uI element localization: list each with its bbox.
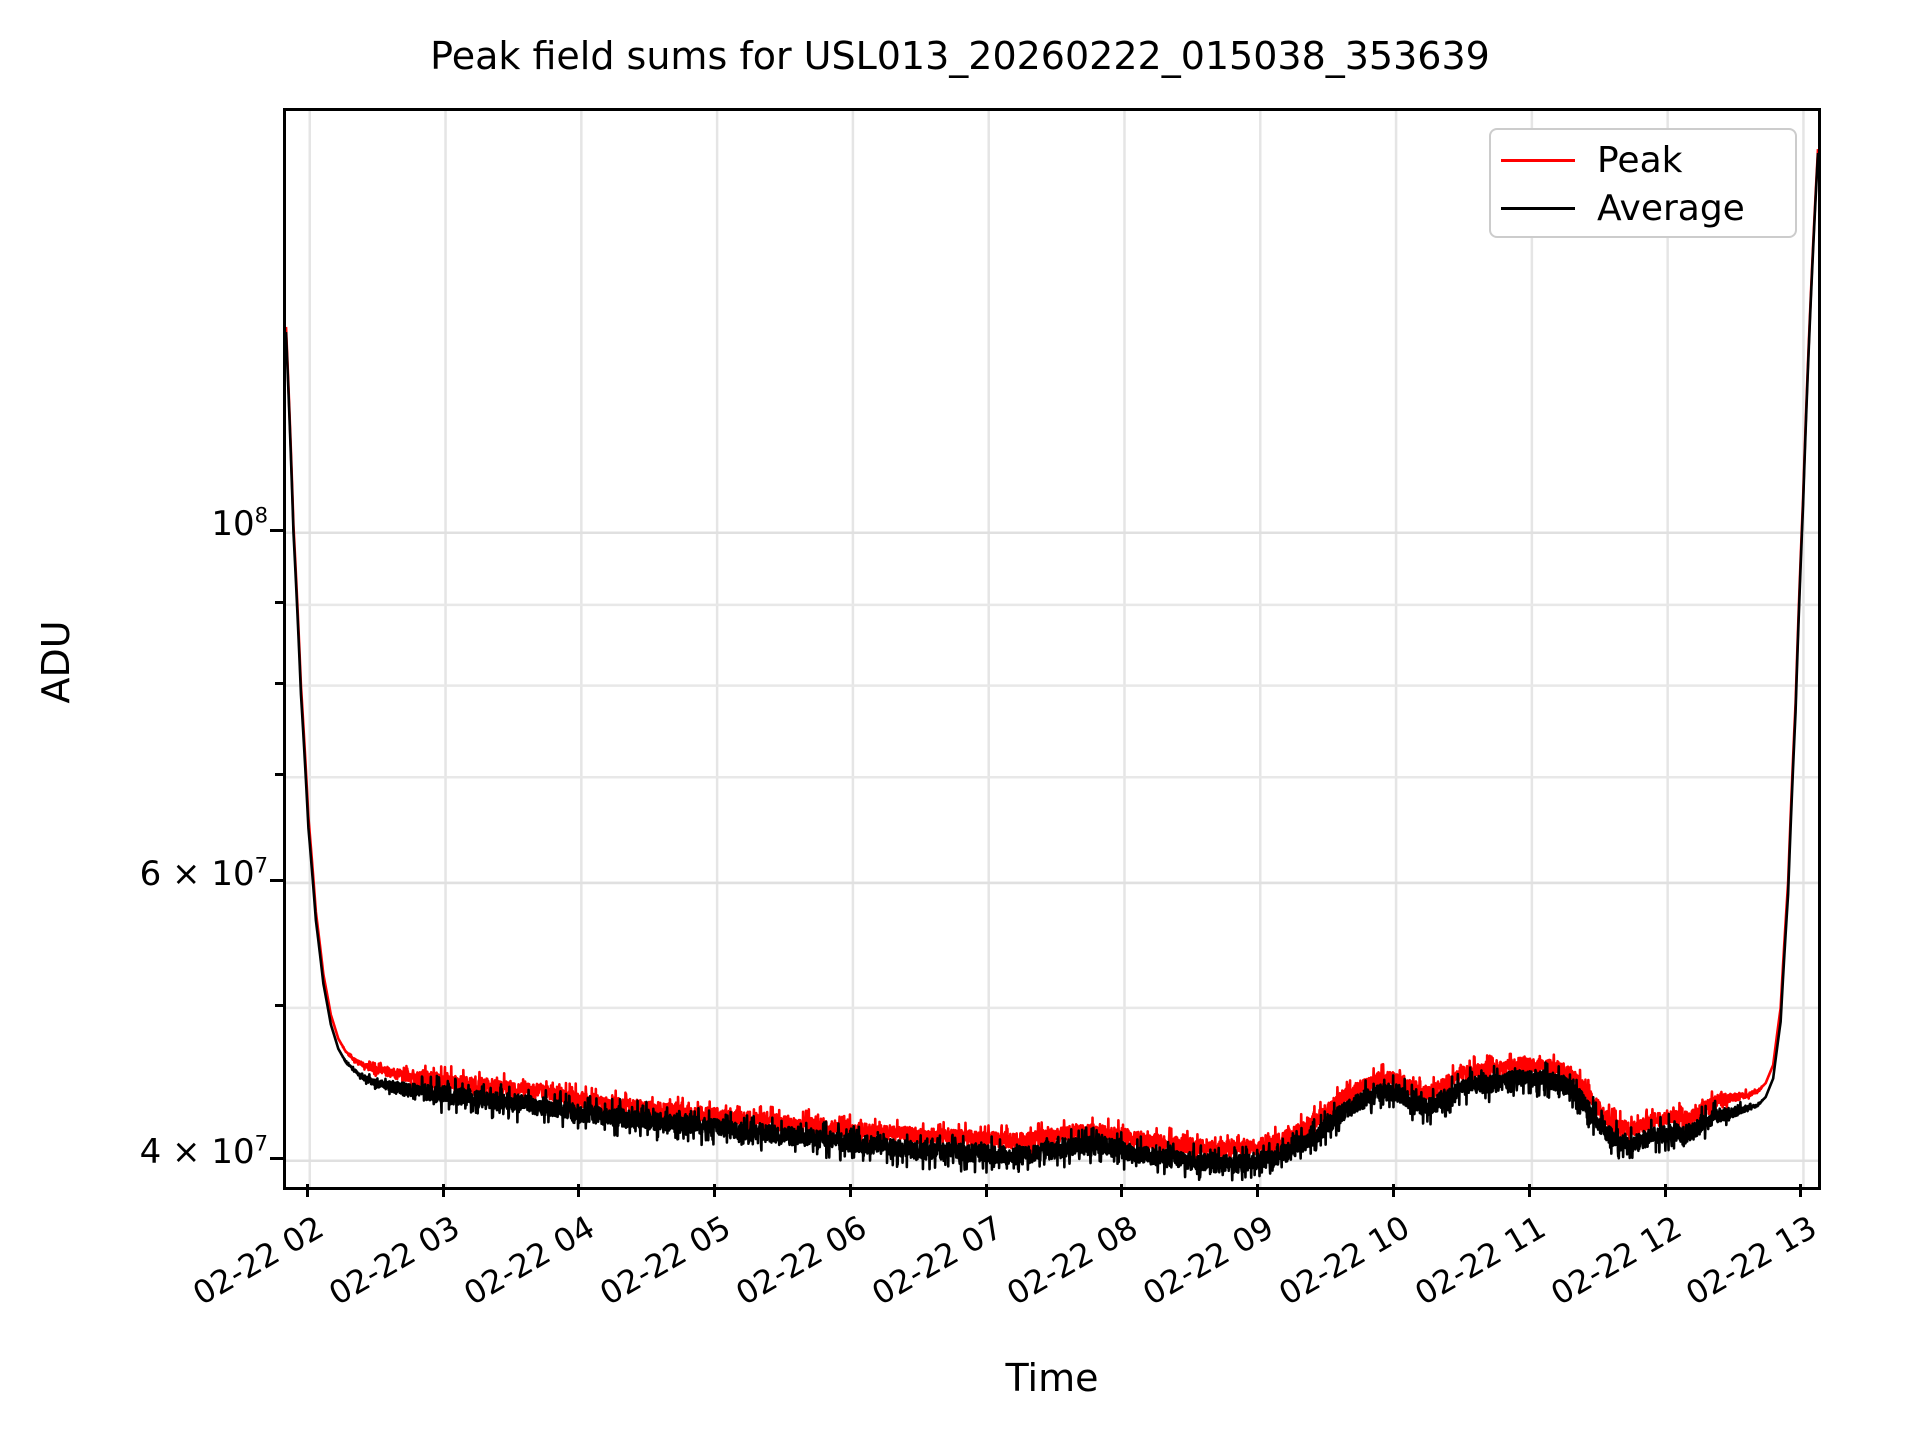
y-minor-tick-mark xyxy=(275,773,283,777)
y-minor-tick-mark xyxy=(275,681,283,685)
y-minor-tick-mark xyxy=(275,1003,283,1007)
x-tick-mark xyxy=(441,1184,445,1197)
x-tick-mark xyxy=(305,1184,309,1197)
y-axis-label: ADU xyxy=(34,620,78,704)
legend-label-peak: Peak xyxy=(1597,139,1683,181)
chart-legend: Peak Average xyxy=(1489,128,1797,238)
y-tick-label: 6 × 107 xyxy=(139,852,268,894)
x-tick-mark xyxy=(1256,1184,1260,1197)
x-tick-mark xyxy=(1392,1184,1396,1197)
data-series-group xyxy=(286,149,1818,1182)
x-tick-mark xyxy=(848,1184,852,1197)
x-tick-mark xyxy=(577,1184,581,1197)
legend-swatch-average xyxy=(1501,206,1575,210)
y-tick-mark xyxy=(270,528,283,532)
x-tick-mark xyxy=(713,1184,717,1197)
series-line-average xyxy=(286,152,1818,1182)
y-tick-label: 4 × 107 xyxy=(139,1130,268,1172)
x-tick-mark xyxy=(1799,1184,1803,1197)
y-tick-label: 108 xyxy=(211,502,268,544)
legend-item-peak[interactable]: Peak xyxy=(1501,136,1785,184)
legend-label-average: Average xyxy=(1597,187,1745,229)
gridlines xyxy=(286,111,1818,1187)
legend-swatch-peak xyxy=(1501,158,1575,162)
x-tick-mark xyxy=(1120,1184,1124,1197)
series-line-peak xyxy=(286,149,1818,1165)
x-tick-mark xyxy=(1527,1184,1531,1197)
page-title: Peak field sums for USL013_20260222_0150… xyxy=(430,34,1490,78)
legend-item-average[interactable]: Average xyxy=(1501,184,1785,232)
plot-area xyxy=(283,108,1821,1190)
x-axis-label: Time xyxy=(1005,1356,1099,1400)
x-tick-mark xyxy=(1663,1184,1667,1197)
y-tick-mark xyxy=(270,878,283,882)
plot-svg xyxy=(286,111,1818,1187)
y-minor-tick-mark xyxy=(275,600,283,604)
y-tick-mark xyxy=(270,1156,283,1160)
x-tick-mark xyxy=(984,1184,988,1197)
